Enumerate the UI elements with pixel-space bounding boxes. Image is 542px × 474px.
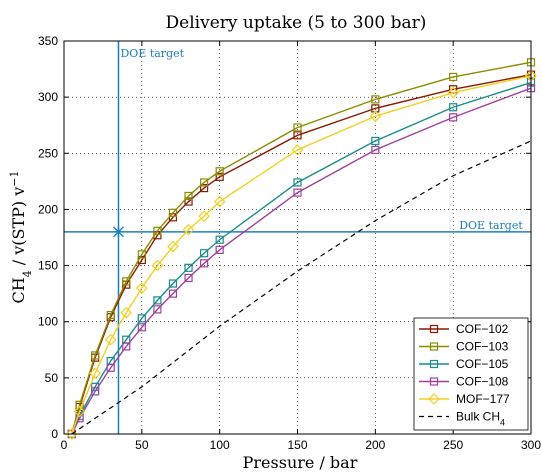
data-point <box>293 131 302 140</box>
series-line <box>71 87 532 435</box>
data-point <box>168 208 178 217</box>
axis-ticks: 0 50 100 150 200 250 300 0 50 100 150 200 250 300 350 <box>38 34 541 452</box>
y-tick-label: 250 <box>38 146 58 160</box>
data-point <box>449 113 458 122</box>
y-tick-label: 300 <box>38 90 58 104</box>
data-point <box>168 289 178 298</box>
doe-target-point <box>112 225 125 238</box>
data-point <box>75 414 84 423</box>
data-point <box>369 110 382 123</box>
doe-target-label-horizontal: DOE target <box>459 219 523 232</box>
data-point <box>184 191 193 201</box>
data-point <box>291 144 304 156</box>
data-point <box>184 273 193 283</box>
legend-marker <box>429 377 439 386</box>
data-point <box>184 197 193 206</box>
legend-marker <box>429 359 439 369</box>
y-tick-label: 150 <box>38 259 58 273</box>
data-point <box>215 172 224 181</box>
bulk-ch4-line <box>71 140 532 435</box>
y-tick-label: 50 <box>45 371 59 385</box>
data-point <box>153 296 162 305</box>
y-tick-label: 350 <box>38 34 58 48</box>
data-point <box>200 183 209 193</box>
series-lines <box>65 58 537 440</box>
x-tick-label: 250 <box>443 438 463 452</box>
series-line <box>71 81 532 435</box>
x-tick-label: 200 <box>365 438 385 452</box>
legend-label: COF−103 <box>456 340 509 354</box>
data-point <box>91 387 100 396</box>
x-tick-label: 100 <box>210 438 230 452</box>
legend-label: Bulk CH4 <box>456 410 505 428</box>
legend-box <box>413 317 529 431</box>
data-point <box>371 136 380 146</box>
data-point <box>182 223 195 236</box>
data-point <box>198 210 210 223</box>
data-point <box>122 342 131 351</box>
data-point <box>167 240 179 253</box>
legend-label: COF−108 <box>456 375 509 389</box>
data-point <box>168 279 178 288</box>
legend-label: COF−102 <box>456 322 509 336</box>
doe-target-label-vertical: DOE target <box>120 47 184 60</box>
data-point <box>153 226 162 235</box>
data-point <box>106 363 115 372</box>
legend-marker <box>429 324 439 334</box>
legend: COF−102 COF−103 COF−105 COF−108 MOF−177 Bulk … <box>413 317 529 431</box>
data-point <box>153 305 162 314</box>
data-point <box>89 367 101 380</box>
data-point <box>371 145 380 155</box>
x-tick-label: 0 <box>61 438 68 452</box>
data-point <box>449 103 458 112</box>
chart-title: Delivery uptake (5 to 300 bar) <box>166 13 427 33</box>
data-point <box>293 188 302 197</box>
legend-marker <box>429 342 439 351</box>
x-tick-label: 50 <box>135 438 149 452</box>
x-axis-label: Pressure / bar <box>243 453 358 472</box>
data-point <box>200 249 209 258</box>
x-tick-label: 300 <box>521 438 541 452</box>
data-point <box>91 351 100 360</box>
data-point <box>106 310 115 320</box>
legend-marker <box>428 393 440 405</box>
data-point <box>122 277 131 286</box>
data-point <box>293 178 302 187</box>
series-line <box>71 73 532 435</box>
y-tick-label: 200 <box>38 202 58 216</box>
data-point <box>213 195 226 208</box>
data-point <box>447 86 460 99</box>
data-point <box>215 235 224 244</box>
data-point <box>137 314 146 323</box>
data-point <box>215 245 224 254</box>
data-point <box>200 178 209 187</box>
data-point <box>293 123 302 132</box>
data-point <box>151 259 164 272</box>
data-point <box>215 167 224 176</box>
data-point <box>120 306 133 319</box>
legend-label: COF−105 <box>456 357 509 371</box>
doe-target-lines: DOE target DOE target <box>64 41 531 434</box>
grid-lines <box>64 41 531 434</box>
series-2 <box>67 78 536 439</box>
legend-label: MOF−177 <box>456 392 510 406</box>
data-point <box>137 250 146 259</box>
series-4 <box>65 69 537 440</box>
series-line <box>71 61 532 435</box>
y-axis-label: CH4 / v(STP) v−1 <box>8 170 34 303</box>
series-line <box>71 75 532 435</box>
data-point <box>137 323 146 332</box>
data-point <box>200 259 209 268</box>
data-point <box>449 72 458 82</box>
x-tick-label: 150 <box>287 438 307 452</box>
data-point <box>371 95 380 104</box>
y-tick-label: 100 <box>38 315 58 329</box>
data-point <box>184 263 193 272</box>
data-point <box>135 282 148 294</box>
data-point <box>73 405 86 418</box>
data-point <box>104 333 117 346</box>
y-tick-label: 0 <box>51 427 58 441</box>
